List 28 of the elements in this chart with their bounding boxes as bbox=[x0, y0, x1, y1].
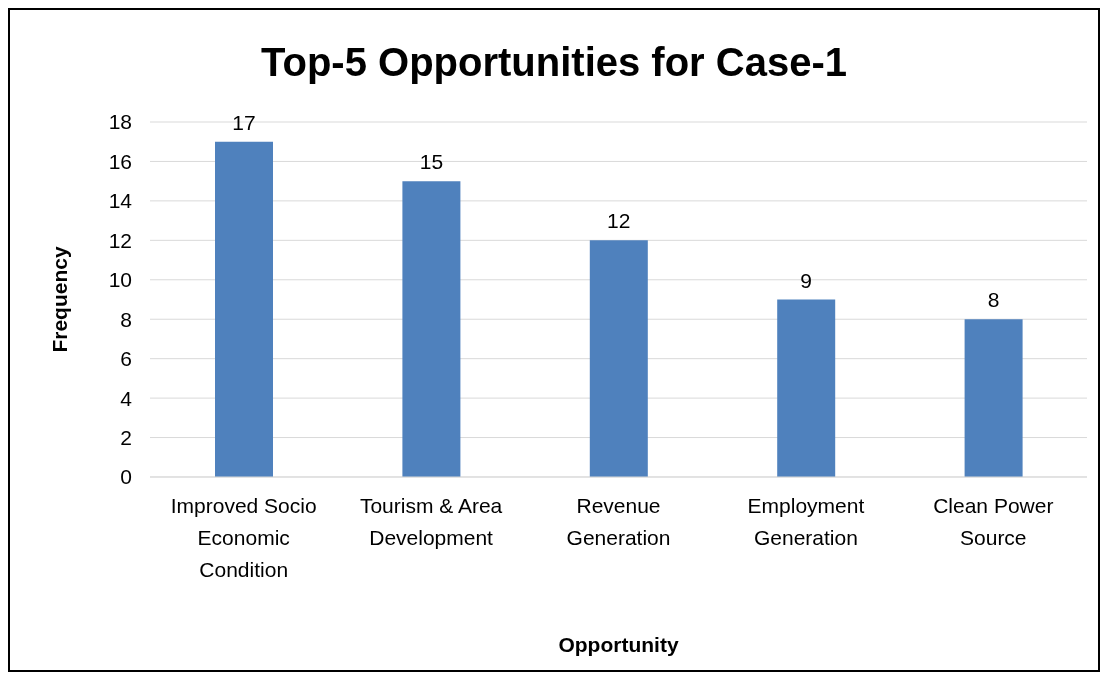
data-label: 15 bbox=[419, 150, 444, 174]
y-tick-label: 10 bbox=[108, 268, 132, 292]
bar bbox=[215, 141, 273, 477]
y-tick-label: 18 bbox=[108, 110, 132, 134]
y-tick-label: 2 bbox=[120, 426, 132, 450]
x-tick-label: Revenue Generation bbox=[566, 494, 671, 549]
y-tick-label: 8 bbox=[120, 307, 132, 331]
y-tick-label: 14 bbox=[108, 189, 133, 213]
y-tick-label: 0 bbox=[120, 465, 132, 489]
bar bbox=[777, 299, 836, 477]
data-label: 8 bbox=[987, 288, 1000, 312]
x-tick-label: Tourism & Area Development bbox=[359, 494, 503, 549]
y-tick-label: 4 bbox=[120, 386, 133, 410]
y-tick-label: 16 bbox=[108, 149, 132, 173]
bar bbox=[402, 181, 461, 477]
y-axis-title: Frequency bbox=[48, 246, 72, 353]
x-tick-label: Improved Socio Economic Condition bbox=[170, 494, 317, 581]
bar bbox=[964, 319, 1023, 477]
bar bbox=[589, 240, 648, 477]
data-label: 9 bbox=[800, 268, 813, 292]
data-label: 12 bbox=[607, 209, 631, 233]
chart-title: Top-5 Opportunities for Case-1 bbox=[260, 40, 848, 85]
data-label: 17 bbox=[232, 110, 256, 134]
x-tick-label: Employment Generation bbox=[747, 494, 865, 549]
x-tick-label: Clean Power Source bbox=[933, 494, 1054, 549]
x-axis-title: Opportunity bbox=[558, 633, 679, 656]
y-tick-label: 12 bbox=[108, 228, 132, 252]
y-tick-label: 6 bbox=[120, 347, 132, 371]
